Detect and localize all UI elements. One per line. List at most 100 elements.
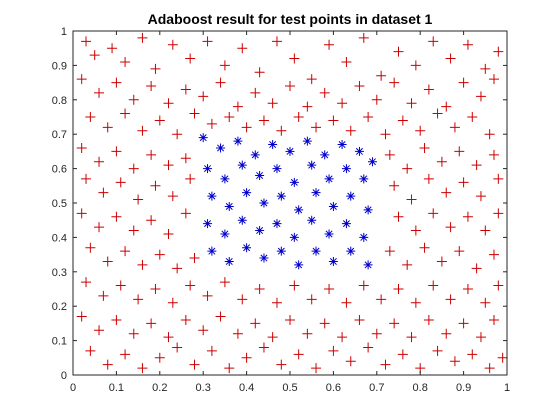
x-axis-tick-labels: 0 0.1 0.2 0.3 0.4 0.5 0.6 0.7 0.8 0.9 1 xyxy=(70,382,510,394)
plus-marker xyxy=(423,84,434,95)
plus-marker xyxy=(289,280,300,291)
plus-marker xyxy=(81,36,92,47)
plus-marker xyxy=(423,314,434,325)
plus-marker xyxy=(432,345,443,356)
asterisk-marker xyxy=(203,164,213,174)
asterisk-marker xyxy=(307,160,317,170)
plus-marker xyxy=(150,63,161,74)
asterisk-marker xyxy=(320,150,330,160)
plus-marker xyxy=(189,253,200,264)
blue-asterisk-series xyxy=(198,133,377,270)
plus-marker xyxy=(328,115,339,126)
plus-marker xyxy=(154,352,165,363)
plus-marker xyxy=(120,56,131,67)
plus-marker xyxy=(423,173,434,184)
plus-marker xyxy=(458,177,469,188)
y-tick-label: 0.5 xyxy=(52,198,67,210)
plus-marker xyxy=(458,77,469,88)
y-tick-label: 0.8 xyxy=(52,95,67,107)
plus-marker xyxy=(128,163,139,174)
plus-marker xyxy=(128,94,139,105)
plus-marker xyxy=(154,249,165,260)
asterisk-marker xyxy=(276,246,286,256)
asterisk-marker xyxy=(276,191,286,201)
asterisk-marker xyxy=(328,201,338,211)
asterisk-marker xyxy=(198,133,208,143)
plus-marker xyxy=(484,129,495,140)
plus-marker xyxy=(137,32,148,43)
plus-marker xyxy=(384,149,395,160)
plus-marker xyxy=(206,118,217,129)
plus-marker xyxy=(120,108,131,119)
plus-marker xyxy=(206,345,217,356)
plus-marker xyxy=(493,280,504,291)
plus-marker xyxy=(311,122,322,133)
plus-marker xyxy=(81,173,92,184)
plus-marker xyxy=(389,318,400,329)
plus-marker xyxy=(128,225,139,236)
plus-marker xyxy=(241,122,252,133)
plus-marker xyxy=(471,263,482,274)
plus-marker xyxy=(98,187,109,198)
plus-marker xyxy=(133,294,144,305)
asterisk-marker xyxy=(311,188,321,198)
plus-marker xyxy=(302,101,313,112)
asterisk-marker xyxy=(294,260,304,270)
plus-marker xyxy=(120,349,131,360)
plus-marker xyxy=(202,290,213,301)
plus-marker xyxy=(410,225,421,236)
asterisk-marker xyxy=(224,256,234,266)
plus-marker xyxy=(376,70,387,81)
plus-marker xyxy=(271,36,282,47)
plus-marker xyxy=(154,115,165,126)
plus-marker xyxy=(89,50,100,61)
plus-marker xyxy=(428,208,439,219)
plus-marker xyxy=(115,177,126,188)
plus-marker xyxy=(354,314,365,325)
asterisk-marker xyxy=(302,136,312,146)
plus-marker xyxy=(406,98,417,109)
plus-marker xyxy=(85,112,96,122)
plot-frame xyxy=(72,30,508,376)
plus-marker xyxy=(258,342,269,353)
asterisk-marker xyxy=(307,215,317,225)
plus-marker xyxy=(462,284,473,294)
plus-marker xyxy=(449,356,460,367)
plus-marker xyxy=(493,208,504,219)
plus-marker xyxy=(163,228,174,239)
plus-marker xyxy=(358,32,369,43)
plus-marker xyxy=(133,194,144,205)
plus-marker xyxy=(436,256,447,267)
plus-marker xyxy=(137,363,148,374)
plus-marker xyxy=(172,342,183,353)
plus-marker xyxy=(402,163,413,174)
plus-marker xyxy=(480,63,491,74)
asterisk-marker xyxy=(233,136,243,146)
plus-marker xyxy=(76,142,87,153)
asterisk-marker xyxy=(346,191,356,201)
plus-marker xyxy=(224,112,235,122)
asterisk-marker xyxy=(367,157,377,167)
plus-marker xyxy=(376,294,387,305)
asterisk-marker xyxy=(255,170,265,180)
asterisk-marker xyxy=(285,146,295,156)
plus-marker xyxy=(128,328,139,339)
plus-marker xyxy=(480,297,491,308)
plus-marker xyxy=(271,297,282,308)
asterisk-marker xyxy=(250,150,260,160)
plus-marker xyxy=(475,332,486,343)
plus-marker xyxy=(393,284,404,294)
plus-marker xyxy=(237,294,248,305)
asterisk-marker xyxy=(341,164,351,174)
plus-marker xyxy=(137,125,148,136)
asterisk-marker xyxy=(324,229,334,239)
plus-marker xyxy=(107,43,118,54)
plus-marker xyxy=(410,297,421,308)
y-tick-label: 0.6 xyxy=(52,164,67,176)
plus-marker xyxy=(102,122,113,133)
plus-marker xyxy=(76,311,87,322)
plus-marker xyxy=(311,363,322,374)
y-tick-label: 0.2 xyxy=(52,301,67,313)
plus-marker xyxy=(415,125,426,136)
asterisk-marker xyxy=(224,201,234,211)
